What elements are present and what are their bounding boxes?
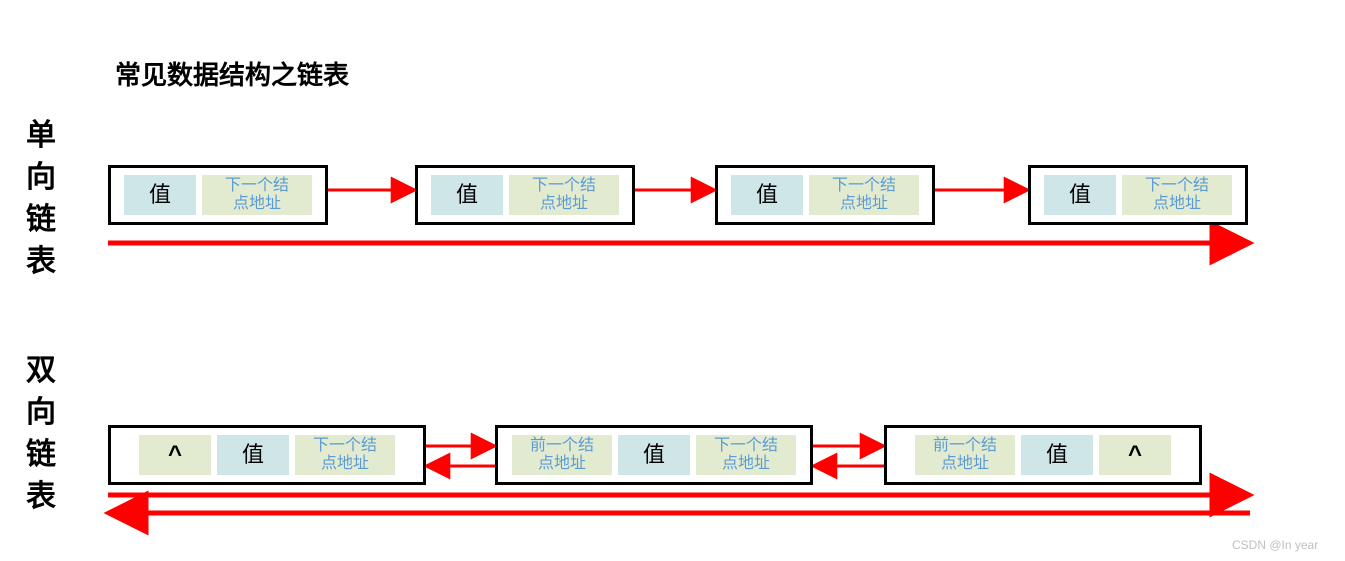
value-cell: 值: [618, 435, 690, 475]
null-pointer-cell: ^: [139, 435, 211, 475]
prev-address-cell: 前一个结 点地址: [512, 435, 612, 475]
value-cell: 值: [1044, 175, 1116, 215]
doubly-label: 双向链表: [23, 350, 59, 518]
watermark: CSDN @In year: [1232, 538, 1318, 552]
next-address-cell: 下一个结 点地址: [509, 175, 619, 215]
doubly-node: ^值下一个结 点地址: [108, 425, 426, 485]
next-address-cell: 下一个结 点地址: [295, 435, 395, 475]
prev-address-cell: 前一个结 点地址: [915, 435, 1015, 475]
doubly-node: 前一个结 点地址值下一个结 点地址: [495, 425, 813, 485]
next-address-cell: 下一个结 点地址: [202, 175, 312, 215]
singly-node: 值下一个结 点地址: [108, 165, 328, 225]
next-address-cell: 下一个结 点地址: [1122, 175, 1232, 215]
next-address-cell: 下一个结 点地址: [809, 175, 919, 215]
next-address-cell: 下一个结 点地址: [696, 435, 796, 475]
null-pointer-cell: ^: [1099, 435, 1171, 475]
value-cell: 值: [1021, 435, 1093, 475]
value-cell: 值: [431, 175, 503, 215]
singly-label: 单向链表: [23, 115, 59, 283]
value-cell: 值: [731, 175, 803, 215]
singly-node: 值下一个结 点地址: [415, 165, 635, 225]
watermark-text: CSDN @In year: [1232, 538, 1318, 552]
page-title: 常见数据结构之链表: [115, 55, 349, 92]
singly-node: 值下一个结 点地址: [715, 165, 935, 225]
singly-node: 值下一个结 点地址: [1028, 165, 1248, 225]
value-cell: 值: [217, 435, 289, 475]
value-cell: 值: [124, 175, 196, 215]
doubly-node: 前一个结 点地址值^: [884, 425, 1202, 485]
